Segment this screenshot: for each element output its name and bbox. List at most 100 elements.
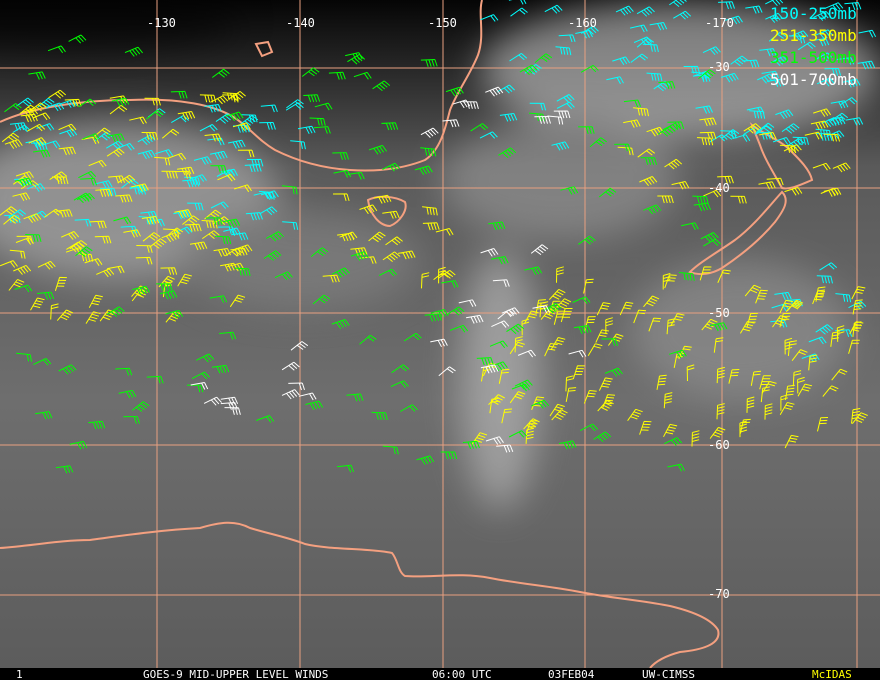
wind-barb (58, 123, 77, 132)
wind-barb (226, 262, 245, 272)
wind-barb (430, 309, 449, 318)
wind-barb (203, 396, 222, 406)
longitude-labels: -130 -140 -150 -160 -170 (147, 16, 734, 30)
wind-barb (210, 165, 227, 173)
wind-barb (282, 221, 299, 230)
wind-barb (353, 71, 372, 80)
wind-barb (256, 415, 275, 423)
longitude-label: -160 (568, 16, 597, 30)
wind-barb (232, 124, 250, 133)
wind-barb (784, 434, 799, 449)
wind-barb (78, 170, 97, 179)
wind-barb (55, 465, 74, 474)
wind-barb (604, 367, 623, 377)
wind-barb (88, 159, 107, 168)
wind-barb (106, 148, 125, 157)
wind-barb (823, 133, 840, 142)
wind-barb (155, 149, 174, 157)
wind-barb (785, 384, 795, 401)
wind-barb (785, 300, 803, 312)
wind-barb (16, 97, 34, 107)
wind-barb (695, 105, 713, 114)
wind-barb (479, 131, 498, 139)
wind-barb (524, 266, 543, 275)
wind-barb (815, 324, 834, 335)
wind-barb (182, 179, 200, 188)
wind-barb (75, 246, 93, 258)
wind-barb (749, 110, 766, 119)
wind-barb (549, 403, 565, 417)
wind-barb (725, 15, 743, 25)
wind-barb (556, 101, 575, 110)
wind-barb (509, 341, 525, 355)
wind-barb (830, 331, 840, 347)
wind-barb (637, 148, 656, 158)
wind-barb (501, 307, 520, 318)
wind-barb (116, 142, 135, 151)
wind-barb (556, 94, 575, 103)
wind-barb (466, 314, 484, 324)
wind-barb (27, 123, 46, 132)
wind-barb (209, 150, 228, 160)
wind-barb (135, 256, 153, 265)
wind-barb (825, 2, 844, 12)
wind-barb (815, 286, 826, 302)
wind-barb (210, 201, 229, 209)
wind-barb (784, 186, 803, 196)
wind-barb (154, 156, 171, 166)
wind-barb (196, 353, 215, 363)
legend-entry: 251-350mb (770, 26, 857, 45)
wind-barb (115, 194, 133, 203)
wind-barb (480, 364, 499, 374)
wind-barb (80, 177, 97, 186)
wind-barb (765, 12, 784, 23)
wind-barb (288, 382, 305, 391)
wind-barb (346, 393, 364, 402)
wind-barb (791, 349, 808, 362)
wind-barb (219, 331, 237, 340)
wind-barb (810, 120, 829, 130)
wind-barb (69, 440, 88, 450)
wind-barb (492, 279, 510, 287)
wind-barb (596, 302, 611, 316)
wind-barb (441, 280, 459, 288)
wind-barb (730, 55, 749, 67)
wind-barb (606, 76, 624, 85)
wind-barb (76, 192, 95, 202)
wind-barb (852, 299, 863, 315)
wind-barb (673, 10, 692, 20)
wind-barb (107, 265, 125, 274)
wind-barb (671, 181, 690, 190)
wind-barb (480, 248, 499, 257)
wind-barb (583, 278, 594, 294)
wind-barb (669, 0, 687, 7)
wind-barb (470, 123, 489, 132)
wind-barb (421, 272, 430, 289)
longitude-label: -150 (428, 16, 457, 30)
wind-barb (56, 309, 74, 321)
wind-barb (696, 137, 714, 146)
wind-barb (382, 162, 401, 172)
wind-barb (211, 364, 230, 374)
wind-barb (565, 387, 577, 402)
wind-barb (199, 124, 218, 132)
wind-barb (73, 192, 92, 204)
wind-barb (779, 402, 795, 415)
wind-barb (115, 367, 133, 376)
wind-barb (553, 310, 566, 325)
wind-barb (229, 294, 246, 308)
wind-barb (489, 361, 508, 372)
wind-barb (332, 193, 350, 202)
wind-barb (94, 180, 113, 189)
wind-barb (496, 444, 514, 453)
wind-barb (129, 116, 147, 125)
wind-barb (32, 112, 51, 121)
wind-barb (228, 90, 246, 102)
wind-barb (48, 89, 67, 99)
latitude-labels: -30 -40 -50 -60 -70 (708, 60, 730, 601)
wind-barb (598, 187, 617, 198)
wind-barb (88, 294, 103, 308)
wind-barb (746, 106, 765, 115)
